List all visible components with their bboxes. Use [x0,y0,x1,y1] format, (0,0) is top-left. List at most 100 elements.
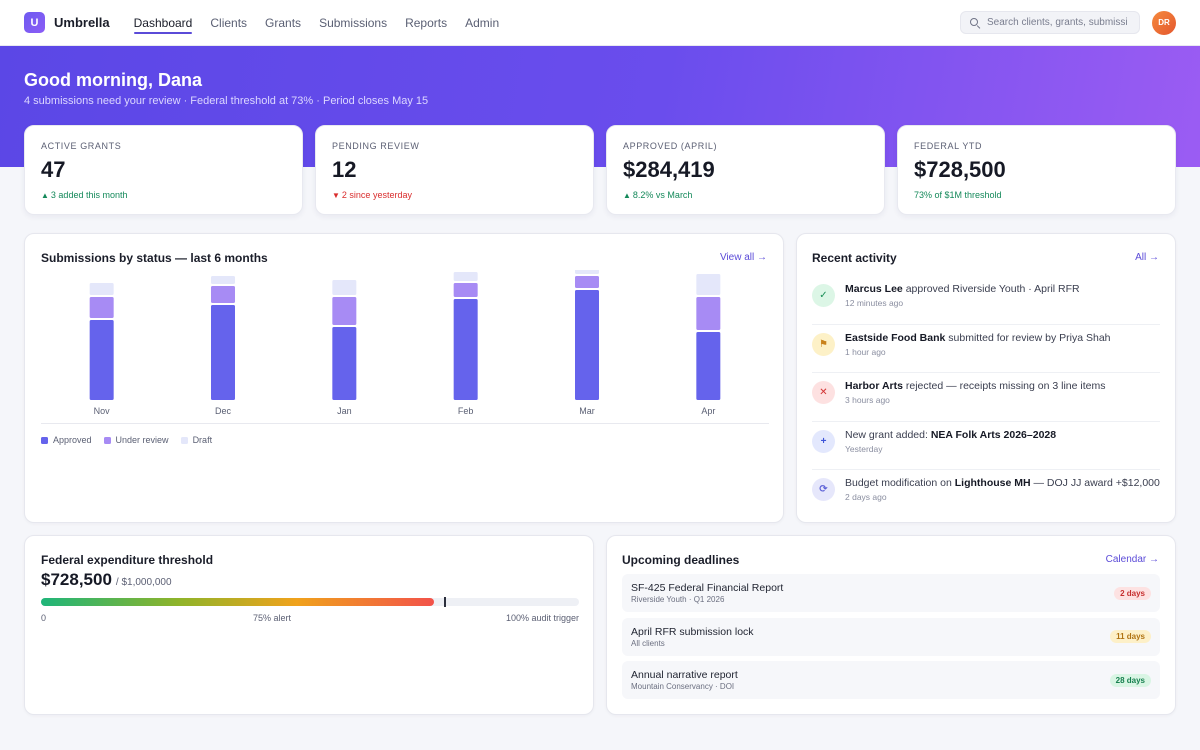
activity-text: Harbor Arts rejected — receipts missing … [845,380,1105,393]
bar-segment-draft[interactable] [332,280,357,295]
deadline-subtitle: All clients [631,638,665,648]
kpi-delta: ▲ 3 added this month [41,190,286,200]
kpi-card-pending-review[interactable]: PENDING REVIEW 12 ▼ 2 since yesterday [315,125,594,215]
nav-item-dashboard[interactable]: Dashboard [133,0,192,46]
activity-item[interactable]: ✕ Harbor Arts rejected — receipts missing… [812,373,1160,422]
bar-segment-under-review[interactable] [211,286,235,303]
check-icon: ✓ [812,284,835,307]
kpi-card-approved-april[interactable]: APPROVED (APRIL) $284,419 ▲ 8.2% vs March [606,125,885,215]
calendar-link[interactable]: Calendar → [1105,554,1159,565]
nav-item-clients[interactable]: Clients [210,15,248,30]
activity-subject[interactable]: Harbor Arts [845,380,903,392]
greeting-subtitle: 4 submissions need your review · Federal… [24,95,429,107]
activity-item[interactable]: + New grant added: NEA Folk Arts 2026–202… [812,422,1160,470]
bar-segment-approved[interactable] [89,320,114,400]
legend-label: Draft [192,435,213,445]
activity-time: Yesterday [845,443,883,454]
activity-subject[interactable]: NEA Folk Arts 2026–2028 [930,428,1057,441]
arrow-up-icon: ▲ [41,191,49,200]
activity-subject[interactable]: Marcus Lee [845,283,903,295]
activity-text: Marcus Lee approved Riverside Youth · Ap… [845,283,1080,296]
kpi-delta-text: 73% of $1M threshold [914,190,1002,200]
legend-item-under-review[interactable]: Under review [103,435,169,445]
activity-body: Eastside Food Bank submitted for review … [845,332,1111,357]
deadlines-title: Upcoming deadlines [622,553,740,567]
x-tick-label: Apr [701,406,715,416]
brand[interactable]: U Umbrella [24,12,110,33]
search-input[interactable] [987,17,1127,28]
days-remaining-badge: 28 days [1109,673,1151,687]
greeting-title: Good morning, Dana [24,70,202,90]
deadline-list: SF-425 Federal Financial Report Riverside… [622,574,1160,705]
bar-segment-draft[interactable] [211,276,235,284]
kpi-delta-text: 3 added this month [50,190,128,200]
bar-segment-draft[interactable] [89,283,114,295]
deadline-item[interactable]: Annual narrative report Mountain Conserva… [622,661,1160,699]
bar-segment-approved[interactable] [696,332,721,400]
nav-item-reports[interactable]: Reports [405,15,448,30]
recent-activity-card: Recent activity All → ✓ Marcus Lee approv… [796,233,1176,523]
legend-label: Under review [115,435,169,445]
kpi-label: FEDERAL YTD [914,141,983,151]
deadline-title: SF-425 Federal Financial Report [631,582,784,594]
activity-title: Recent activity [812,251,897,265]
activity-subject[interactable]: Lighthouse MH [954,477,1031,489]
days-remaining-badge: 11 days [1110,630,1151,643]
brand-name: Umbrella [54,15,110,30]
kpi-delta: ▼ 2 since yesterday [332,190,577,200]
deadline-title: Annual narrative report [631,669,738,681]
bar-segment-draft[interactable] [453,272,478,281]
deadline-item[interactable]: SF-425 Federal Financial Report Riverside… [622,574,1160,612]
activity-item[interactable]: ⚑ Eastside Food Bank submitted for review… [812,325,1160,373]
threshold-title: Federal expenditure threshold [41,553,214,567]
bar-segment-under-review[interactable] [696,297,721,330]
threshold-amount: $728,500 / $1,000,000 [41,570,172,590]
nav-item-grants[interactable]: Grants [265,15,302,30]
legend-item-approved[interactable]: Approved [41,435,92,445]
user-avatar[interactable]: DR [1152,10,1176,35]
activity-body: Marcus Lee approved Riverside Youth · Ap… [845,283,1080,308]
activity-text-rest: — DOJ JJ award +$12,000 [1030,477,1160,489]
top-navbar: U Umbrella Dashboard Clients Grants Subm… [0,0,1200,46]
legend-item-draft[interactable]: Draft [180,435,213,445]
x-icon: ✕ [812,381,835,404]
bar-segment-approved[interactable] [211,305,235,400]
bar-segment-under-review[interactable] [453,283,478,297]
activity-subject[interactable]: Eastside Food Bank [845,331,946,344]
x-tick-label: Feb [458,406,474,416]
alert-marker [443,597,446,607]
kpi-card-federal-ytd[interactable]: FEDERAL YTD $728,500 73% of $1M threshol… [897,125,1176,215]
activity-text-rest: rejected — receipts missing on 3 line it… [902,380,1106,392]
kpi-card-active-grants[interactable]: ACTIVE GRANTS 47 ▲ 3 added this month [24,125,303,215]
search-box[interactable] [960,11,1140,34]
kpi-value: $284,419 [623,157,715,182]
activity-time: 2 days ago [845,492,887,502]
nav-item-admin[interactable]: Admin [465,15,500,30]
x-tick-label: Jan [337,406,352,416]
kpi-delta-text: 8.2% vs March [632,190,693,200]
plus-icon: + [812,429,835,453]
deadline-item[interactable]: April RFR submission lock All clients 11 d… [622,617,1160,656]
bar-segment-approved[interactable] [332,327,357,400]
kpi-label: PENDING REVIEW [332,141,420,151]
nav-item-submissions[interactable]: Submissions [319,15,388,30]
kpi-delta-text: 2 since yesterday [341,190,412,200]
activity-item[interactable]: ✓ Marcus Lee approved Riverside Youth · A… [812,276,1160,325]
threshold-progress-bar [41,597,579,607]
bar-segment-draft[interactable] [696,274,721,295]
bar-segment-under-review[interactable] [89,297,114,318]
federal-threshold-card: Federal expenditure threshold $728,500 /… [24,535,594,715]
submissions-chart-card: Submissions by status — last 6 months Vi… [24,233,784,523]
activity-item[interactable]: ⟳ Budget modification on Lighthouse MH — … [812,470,1160,519]
activity-all-link[interactable]: All → [1135,252,1159,263]
bar-segment-approved[interactable] [575,290,599,400]
bar-segment-draft[interactable] [575,270,599,274]
deadline-subtitle: Mountain Conservancy · DOI [631,682,735,691]
bar-segment-under-review[interactable] [332,297,357,325]
view-all-link[interactable]: View all → [719,252,767,263]
kpi-value: 47 [41,157,66,182]
threshold-progress-fill [41,598,434,606]
deadline-title: April RFR submission lock [631,625,754,638]
bar-segment-under-review[interactable] [575,276,599,288]
bar-segment-approved[interactable] [453,299,478,400]
